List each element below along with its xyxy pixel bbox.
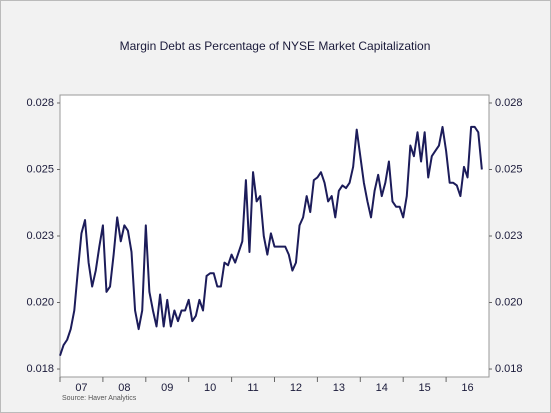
x-tick-label: 12: [290, 382, 302, 394]
y-tick-label: 0.025: [26, 163, 54, 175]
y2-tick-label: 0.025: [495, 163, 523, 175]
x-tick-label: 11: [247, 382, 258, 394]
x-tick-label: 10: [204, 382, 216, 394]
plot-area: [59, 94, 490, 378]
y2-tick-label: 0.023: [495, 230, 523, 242]
series-line: [59, 125, 483, 357]
y2-tick-label: 0.028: [495, 97, 523, 109]
source: Source: Haver Analytics: [62, 395, 137, 402]
x-tick-label: 15: [419, 382, 431, 394]
y-tick-label: 0.018: [26, 363, 54, 375]
x-tick-label: 07: [75, 382, 87, 394]
x-tick-label: 14: [376, 382, 388, 394]
x-tick-label: 13: [333, 382, 345, 394]
y2-tick-label: 0.020: [495, 296, 523, 308]
x-tick-label: 08: [118, 382, 130, 394]
x-tick-label: 09: [161, 382, 173, 394]
x-tick-label: 16: [461, 382, 473, 394]
y2-tick-label: 0.018: [495, 363, 523, 375]
y-tick-label: 0.023: [26, 230, 54, 242]
y-tick-label: 0.028: [26, 97, 54, 109]
chart-title: Margin Debt as Percentage of NYSE Market…: [120, 39, 431, 53]
y-tick-label: 0.020: [26, 296, 54, 308]
